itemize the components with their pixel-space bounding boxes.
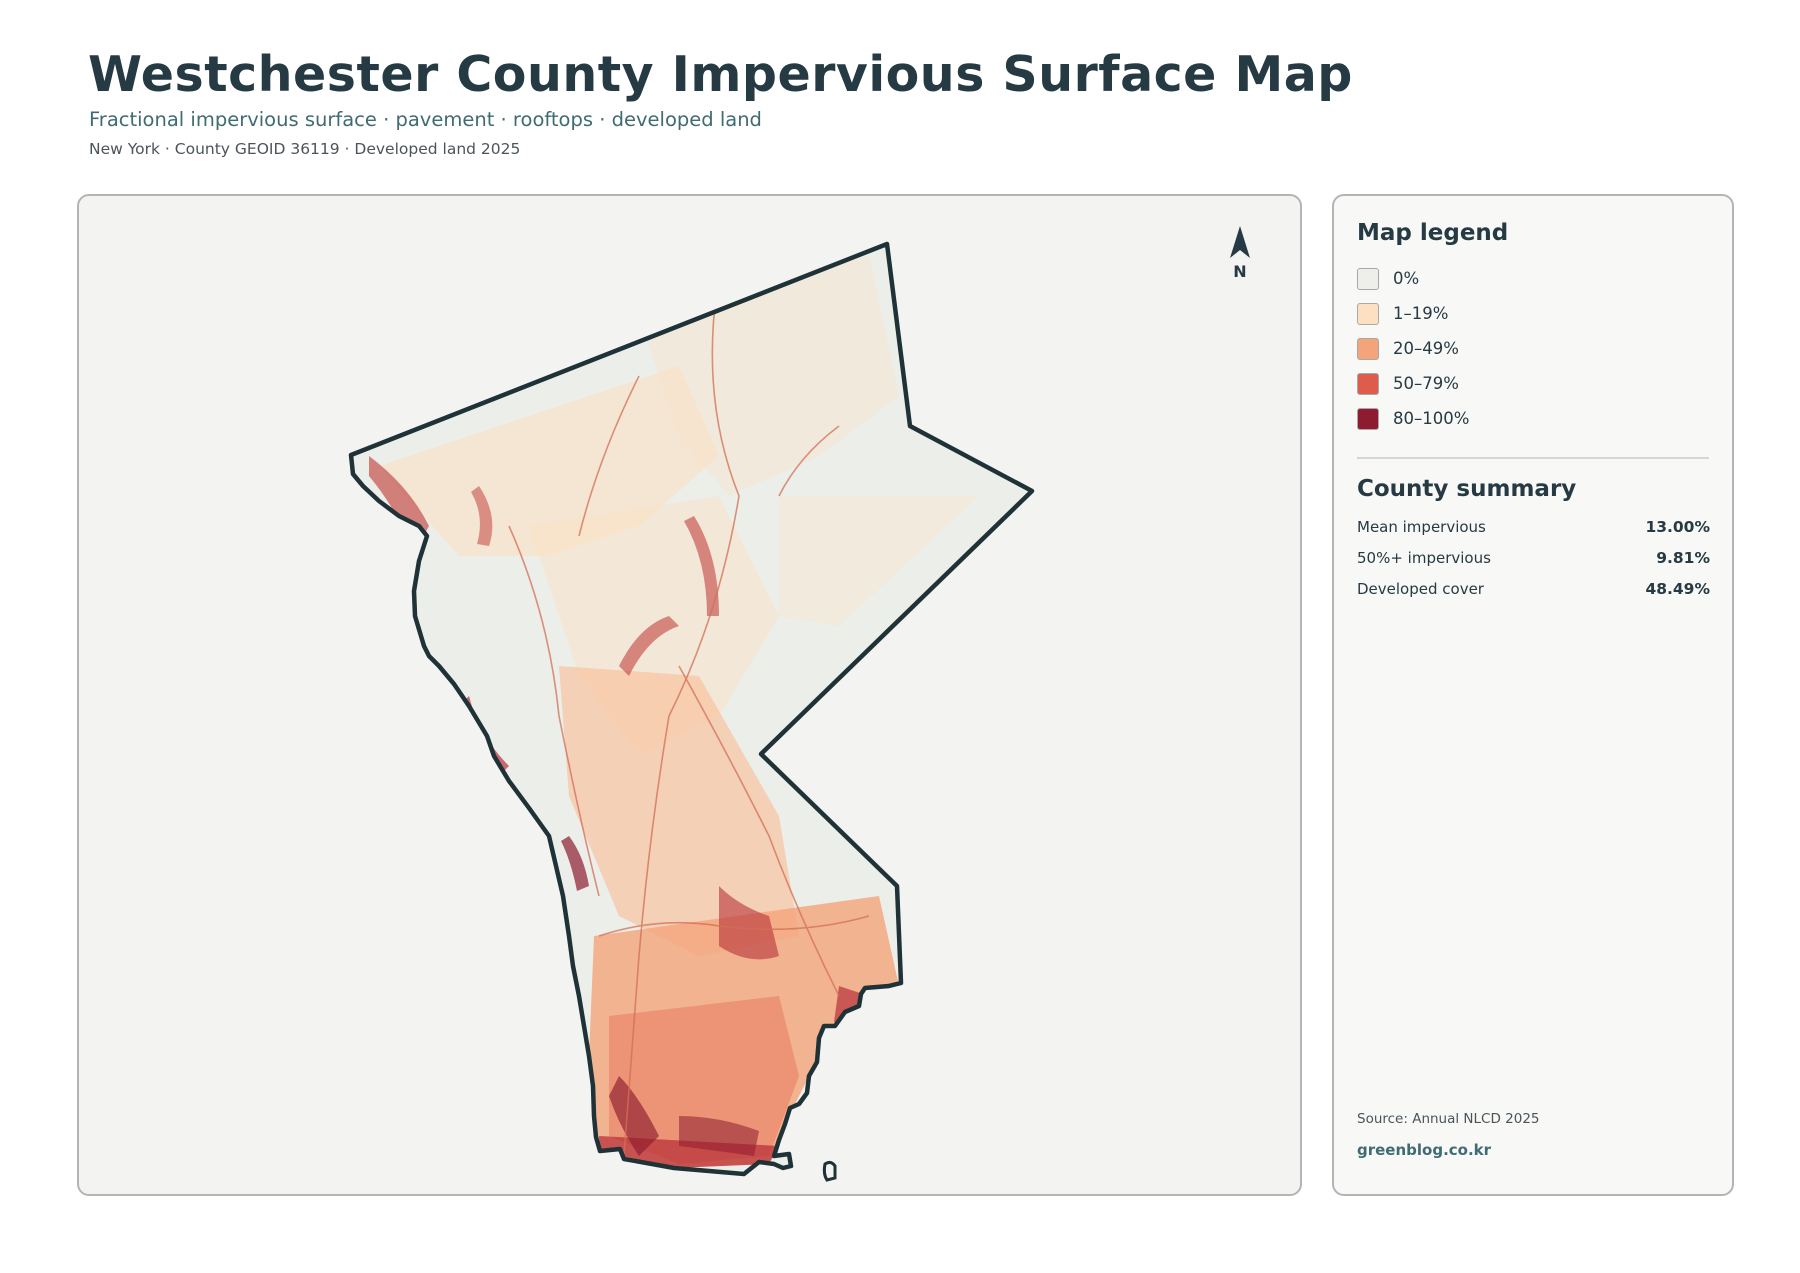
page-title: Westchester County Impervious Surface Ma… xyxy=(88,46,1353,103)
legend-swatch xyxy=(1357,268,1379,290)
page-subtitle: Fractional impervious surface · pavement… xyxy=(89,108,762,131)
legend-swatch xyxy=(1357,303,1379,325)
legend-label: 1–19% xyxy=(1393,304,1449,323)
legend-swatch xyxy=(1357,338,1379,360)
stat-value: 13.00% xyxy=(1645,518,1710,536)
legend-label: 50–79% xyxy=(1393,374,1459,393)
stat-row-developed: Developed cover 48.49% xyxy=(1357,580,1710,602)
legend-title: Map legend xyxy=(1357,220,1509,246)
stat-value: 9.81% xyxy=(1656,549,1710,567)
legend-panel: Map legend 0% 1–19% 20–49% 50–79% 80–100… xyxy=(1332,194,1734,1196)
legend-swatch xyxy=(1357,373,1379,395)
source-note: Source: Annual NLCD 2025 xyxy=(1357,1111,1540,1127)
stat-label: 50%+ impervious xyxy=(1357,549,1491,567)
stat-label: Developed cover xyxy=(1357,580,1484,598)
map-frame[interactable] xyxy=(77,194,1302,1196)
panel-divider xyxy=(1357,457,1709,459)
legend-swatch xyxy=(1357,408,1379,430)
stat-label: Mean impervious xyxy=(1357,518,1486,536)
county-map[interactable] xyxy=(79,196,1302,1196)
stat-value: 48.49% xyxy=(1645,580,1710,598)
page-meta: New York · County GEOID 36119 · Develope… xyxy=(89,140,521,158)
north-label: N xyxy=(1233,262,1247,281)
stat-row-mean: Mean impervious 13.00% xyxy=(1357,518,1710,540)
stat-row-50plus: 50%+ impervious 9.81% xyxy=(1357,549,1710,571)
legend-item: 1–19% xyxy=(1357,303,1697,327)
legend-item: 50–79% xyxy=(1357,373,1697,397)
legend-item: 20–49% xyxy=(1357,338,1697,362)
legend-label: 20–49% xyxy=(1393,339,1459,358)
site-link[interactable]: greenblog.co.kr xyxy=(1357,1141,1492,1159)
legend-item: 80–100% xyxy=(1357,408,1697,432)
legend-label: 0% xyxy=(1393,269,1420,288)
legend-item: 0% xyxy=(1357,268,1697,292)
north-arrow: N xyxy=(1222,222,1258,282)
impervious-raster xyxy=(351,244,1032,1174)
legend-label: 80–100% xyxy=(1393,409,1470,428)
north-arrow-icon xyxy=(1230,226,1250,258)
summary-title: County summary xyxy=(1357,476,1577,502)
